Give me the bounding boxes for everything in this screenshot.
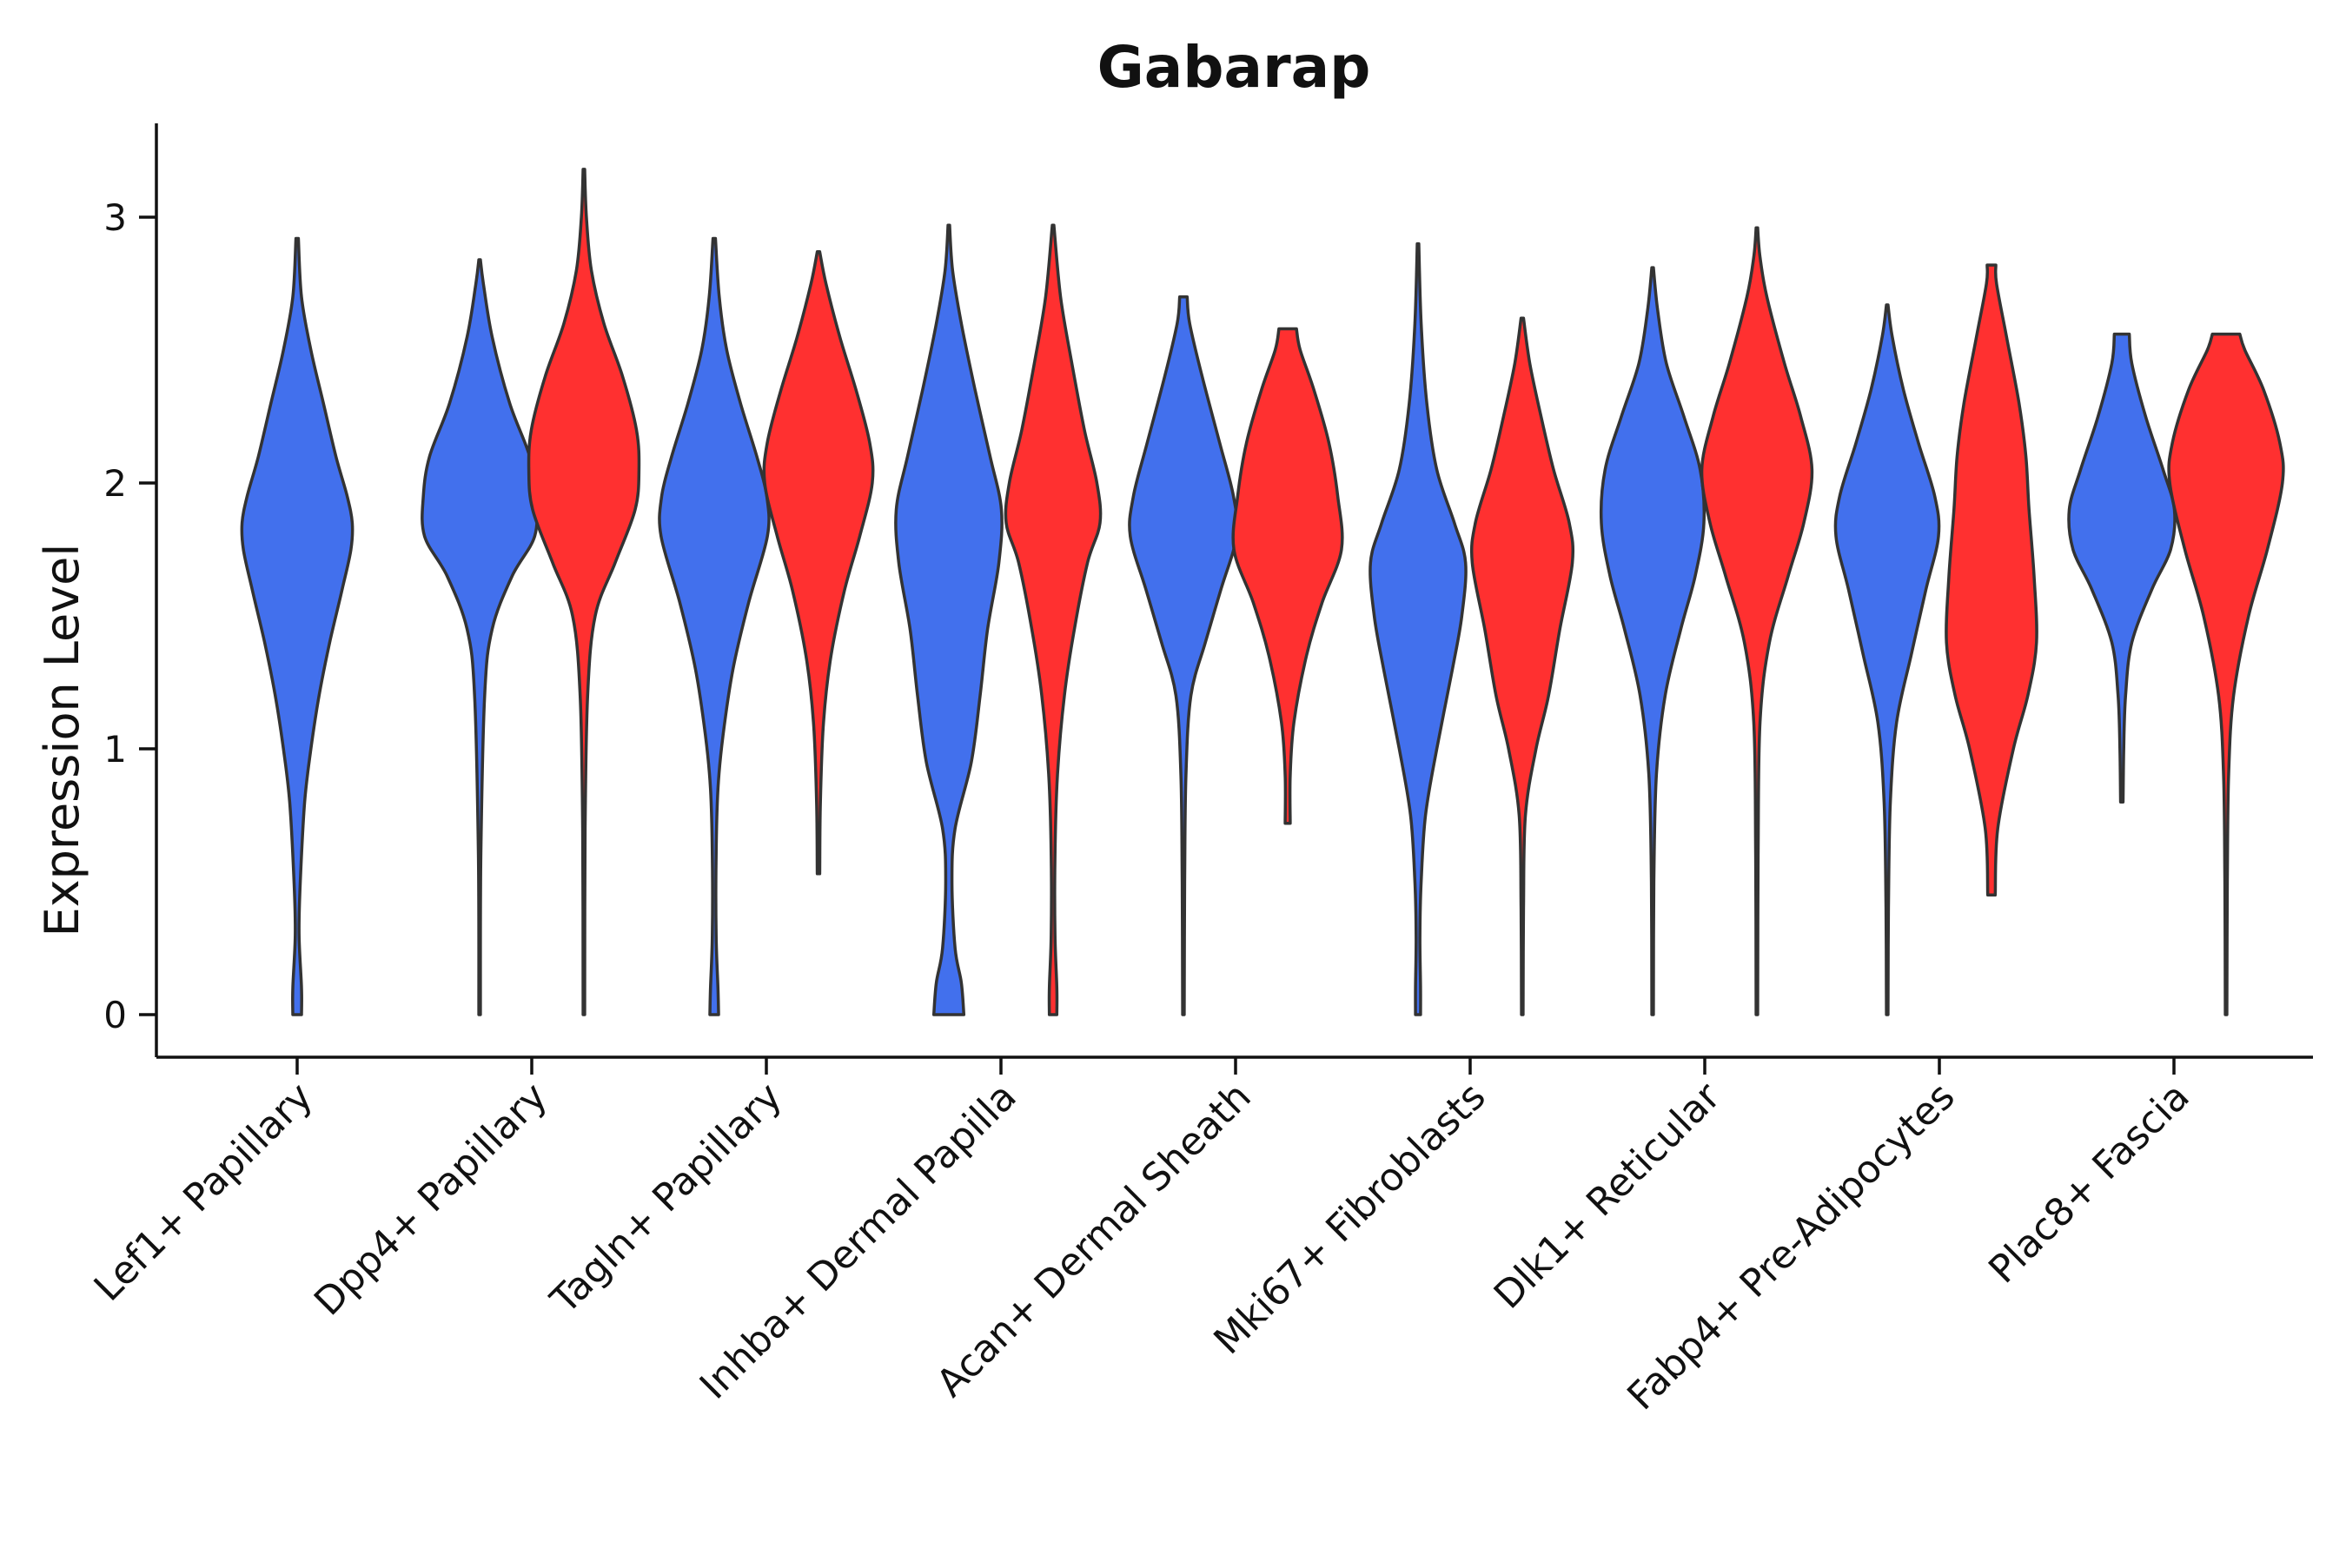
violin-dlk1-reticular-b [1700, 226, 1814, 1016]
violin-dpp4-papillary-a [421, 258, 539, 1016]
violin-tagln-papillary-b [762, 250, 875, 876]
violin-lef1-papillary-a [240, 236, 355, 1016]
plot-area [240, 168, 2285, 1016]
violin-dlk1-reticular-a [1599, 266, 1706, 1016]
violin-fabp4-pre-adipocytes-b [1945, 263, 2038, 897]
chart-title: Gabarap [1097, 34, 1371, 101]
violin-acan-dermal-sheath-a [1128, 295, 1239, 1016]
x-tick-label: Mki67+ Fibroblasts [1205, 1075, 1494, 1363]
y-tick-label: 2 [103, 462, 127, 505]
violin-plac8-fascia-a [2067, 332, 2177, 804]
violin-mki67-fibroblasts-b [1469, 316, 1575, 1016]
x-tick-label: Plac8+ Fascia [1980, 1075, 2198, 1293]
y-tick-label: 3 [103, 196, 127, 239]
x-tick-label: Dlk1+ Reticular [1486, 1074, 1730, 1318]
y-axis-label: Expression Level [35, 544, 89, 937]
violin-mki67-fibroblasts-a [1368, 241, 1468, 1016]
violin-acan-dermal-sheath-b [1231, 327, 1344, 825]
violin-plac8-fascia-b [2167, 332, 2285, 1016]
violin-fabp4-pre-adipocytes-a [1833, 303, 1941, 1016]
violin-tagln-papillary-a [658, 236, 771, 1016]
x-tick-label: Lef1+ Papillary [86, 1075, 321, 1310]
violin-inhba-dermal-papilla-a [894, 223, 1004, 1016]
y-ticks: 0 1 2 3 [103, 196, 156, 1036]
violin-dpp4-papillary-b [527, 168, 641, 1016]
x-tick-label: Dpp4+ Papillary [306, 1075, 556, 1325]
y-tick-label: 0 [103, 994, 127, 1036]
y-tick-label: 1 [103, 728, 127, 771]
x-tick-label: Tagln+ Papillary [542, 1075, 791, 1323]
violin-inhba-dermal-papilla-b [1004, 223, 1103, 1016]
